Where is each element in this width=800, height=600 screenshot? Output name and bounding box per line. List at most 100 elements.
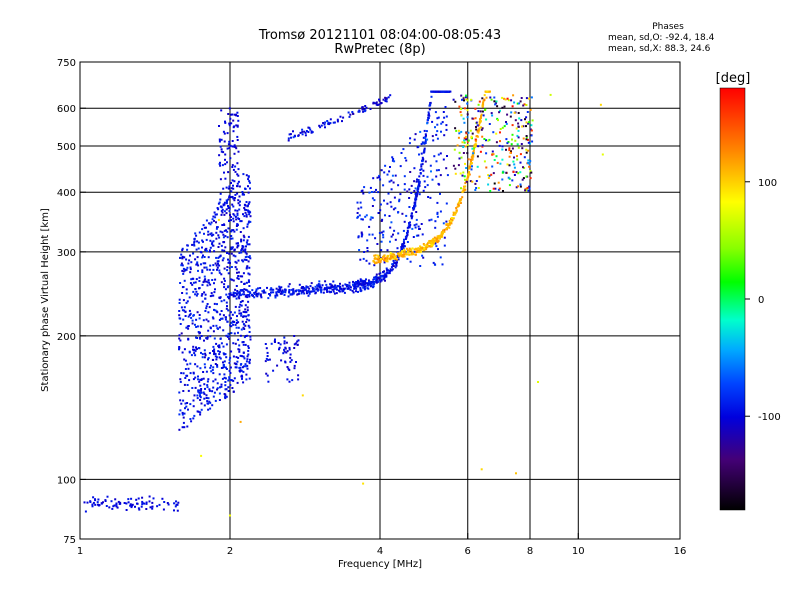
x-tick-label: 6 [465,546,471,557]
data-point [245,259,248,261]
data-point [469,165,472,168]
data-point [397,232,400,235]
data-point [225,202,228,205]
data-point [527,138,529,141]
data-point [220,367,223,369]
data-point [417,185,420,188]
data-point [469,180,472,183]
data-point [374,262,376,265]
data-point [530,134,533,137]
data-point [483,160,486,163]
data-point [191,243,194,246]
data-point [454,211,456,214]
data-point [247,353,250,356]
data-point [380,278,383,281]
data-point [186,384,189,386]
data-point [441,231,444,234]
data-point [470,98,473,101]
y-tick-label: 600 [57,104,76,115]
data-point [308,126,311,129]
data-point [424,186,427,189]
data-point [362,257,365,260]
data-point [194,258,197,261]
data-point [232,119,235,122]
data-point [378,277,380,280]
data-point [482,103,485,106]
data-point [218,138,221,141]
data-point [212,233,215,236]
data-point [218,242,221,245]
data-point [205,307,208,310]
data-point [399,165,402,168]
data-point [259,294,262,297]
data-point [419,172,422,174]
data-point [235,356,238,359]
data-point [418,184,421,187]
data-point [212,215,215,218]
data-point [221,259,224,262]
data-point [230,190,233,193]
data-point [235,242,238,245]
data-point [187,315,190,318]
data-point [229,324,232,327]
data-point [204,278,207,281]
data-point [445,128,448,131]
data-point [232,390,235,393]
data-point [186,248,189,251]
data-point [404,157,407,159]
data-point [368,225,371,228]
data-point [402,247,405,250]
data-point [378,103,381,106]
data-point [465,179,468,182]
data-point [220,385,223,388]
data-point [515,127,518,130]
data-point [213,302,216,305]
data-point [213,282,215,285]
data-point [419,130,422,133]
data-point [423,129,426,132]
data-point [295,361,297,363]
data-point [184,310,187,313]
data-point [231,179,234,182]
data-point [488,123,491,125]
data-point [195,234,198,237]
data-point [211,242,213,245]
data-point [499,131,501,134]
data-point [234,288,237,291]
data-point [281,291,284,294]
data-point [161,497,164,500]
data-point [198,276,201,279]
data-point [410,215,413,218]
data-point [180,306,183,309]
data-point [245,209,248,211]
data-point [192,417,195,420]
data-point [246,223,249,226]
data-point [437,116,440,119]
data-point [203,256,206,258]
data-point [197,241,200,244]
data-point [223,171,225,174]
data-point [524,187,527,190]
data-point [288,380,291,383]
data-point [179,339,182,342]
data-point [425,244,428,247]
data-point [445,227,448,230]
data-point [145,502,148,505]
data-point [357,290,359,293]
data-point [269,294,272,297]
data-point [245,252,248,255]
data-point [488,138,491,141]
data-point [408,223,411,226]
data-point [384,164,387,167]
data-point [347,285,350,288]
data-point [522,166,524,169]
data-point [435,240,438,243]
data-point [237,275,240,277]
data-point [217,350,220,353]
data-point [363,283,366,286]
data-point [162,508,165,511]
data-point [389,201,392,204]
data-point [183,426,186,429]
data-point [214,278,217,281]
data-point [215,221,217,224]
